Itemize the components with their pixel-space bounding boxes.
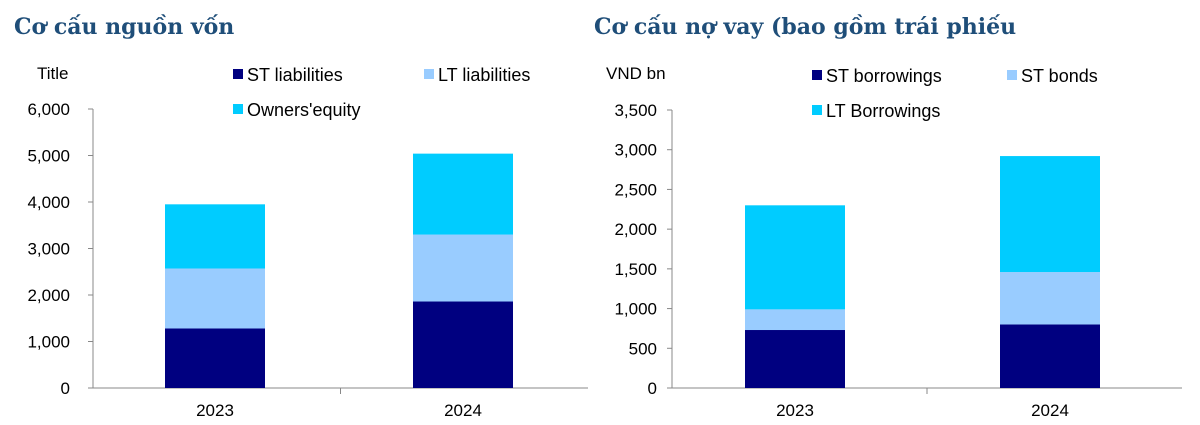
x-category-label: 2024: [1031, 401, 1069, 420]
y-tick-label: 5,000: [27, 147, 70, 166]
bar-segment-st-borrowings: [745, 330, 845, 388]
y-tick-label: 3,500: [614, 101, 657, 120]
y-tick-label: 3,000: [614, 141, 657, 160]
y-tick-label: 6,000: [27, 100, 70, 119]
legend-swatch: [233, 104, 243, 114]
y-tick-label: 2,000: [27, 286, 70, 305]
y-tick-label: 2,500: [614, 180, 657, 199]
bar-segment-owners-equity: [165, 204, 265, 269]
legend-swatch: [424, 69, 434, 79]
bar-segment-lt-borrowings: [1000, 156, 1100, 273]
y-tick-label: 1,000: [27, 333, 70, 352]
y-tick-label: 1,500: [614, 260, 657, 279]
legend-label: ST liabilities: [247, 65, 343, 85]
bar-segment-st-liabilities: [165, 328, 265, 388]
legend-label: ST borrowings: [826, 66, 942, 86]
bar-segment-st-liabilities: [413, 301, 513, 388]
legend-label: Owners'equity: [247, 100, 360, 120]
y-unit-label: VND bn: [606, 64, 666, 83]
y-tick-label: 4,000: [27, 193, 70, 212]
bar-segment-st-bonds: [745, 309, 845, 331]
legend-swatch: [1007, 70, 1017, 80]
bar-segment-st-bonds: [1000, 272, 1100, 325]
y-tick-label: 500: [629, 339, 657, 358]
y-unit-label: Title: [37, 64, 69, 83]
y-tick-label: 2,000: [614, 220, 657, 239]
legend-label: LT liabilities: [438, 65, 530, 85]
legend-label: ST bonds: [1021, 66, 1098, 86]
legend-label: LT Borrowings: [826, 101, 940, 121]
bar-segment-st-borrowings: [1000, 324, 1100, 388]
chart-title-borrowing-structure: Cơ cấu nợ vay (bao gồm trái phiếu: [594, 14, 1017, 40]
bar-segment-owners-equity: [413, 153, 513, 235]
y-tick-label: 3,000: [27, 240, 70, 259]
bar-segment-lt-borrowings: [745, 205, 845, 310]
x-category-label: 2023: [196, 401, 234, 420]
x-category-label: 2023: [776, 401, 814, 420]
bar-segment-lt-liabilities: [413, 234, 513, 302]
x-category-label: 2024: [444, 401, 482, 420]
legend-swatch: [812, 105, 822, 115]
chart-title-capital-structure: Cơ cấu nguồn vốn: [14, 14, 235, 40]
y-tick-label: 1,000: [614, 300, 657, 319]
y-tick-label: 0: [61, 379, 70, 398]
legend-swatch: [233, 69, 243, 79]
legend-swatch: [812, 70, 822, 80]
bar-segment-lt-liabilities: [165, 268, 265, 329]
y-tick-label: 0: [648, 379, 657, 398]
